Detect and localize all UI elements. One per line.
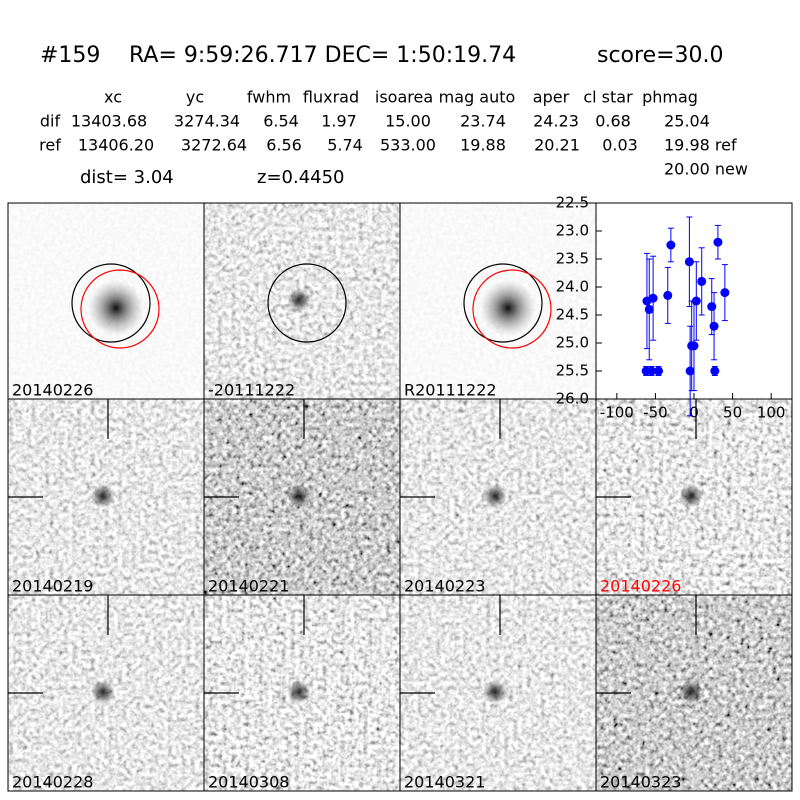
table-cell: 5.74 [327, 136, 363, 155]
coordinates: RA= 9:59:26.717 DEC= 1:50:19.74 [129, 43, 516, 68]
data-point [720, 288, 730, 298]
table-cell: 24.23 [533, 112, 579, 131]
y-tick-label: 25.5 [556, 362, 589, 380]
panel-label: 20140308 [208, 773, 289, 792]
panel-label: 20140226 [600, 577, 681, 596]
source [483, 680, 507, 704]
y-tick-label: 25.0 [556, 334, 589, 352]
source [91, 680, 115, 704]
column-header: yc [186, 88, 204, 107]
source [287, 484, 311, 508]
column-header: fluxrad [303, 88, 359, 107]
data-point [644, 304, 654, 314]
data-point [648, 293, 658, 303]
table-cell: 25.04 [664, 112, 710, 131]
row-label: ref [39, 136, 61, 155]
data-point [691, 296, 701, 306]
y-tick-label: 23.5 [556, 250, 589, 268]
panel-label: 20140323 [600, 773, 681, 792]
data-point [647, 366, 657, 376]
table-cell: 0.68 [595, 112, 631, 131]
panel-label: 20140221 [208, 577, 289, 596]
x-tick-label: 0 [689, 404, 699, 422]
table-cell: 1.97 [321, 112, 357, 131]
y-tick-label: 26.0 [556, 390, 589, 408]
aperture [463, 263, 543, 343]
column-header: fwhm [247, 88, 291, 107]
table-cell: 0.03 [602, 136, 638, 155]
data-point [685, 366, 695, 376]
redshift: z=0.4450 [257, 167, 345, 188]
data-point [697, 276, 707, 286]
x-tick-label: 50 [723, 404, 742, 422]
panel-label: 20140226 [12, 381, 93, 400]
table-cell: 19.98 ref [664, 136, 737, 155]
panel-label: 20140219 [12, 577, 93, 596]
panel-label: 20140321 [404, 773, 485, 792]
source [679, 680, 703, 704]
aperture-ref [472, 269, 552, 349]
x-tick-label: -50 [643, 404, 668, 422]
table-cell: 6.56 [266, 136, 302, 155]
x-tick-label: -100 [600, 404, 634, 422]
table-cell: 533.00 [380, 136, 436, 155]
x-tick-label: 100 [757, 404, 786, 422]
column-header: mag auto [439, 88, 516, 107]
aperture-ref [80, 269, 160, 349]
data-point [663, 290, 673, 300]
y-tick-label: 23.0 [556, 222, 589, 240]
row-label: dif [40, 112, 61, 131]
data-point [709, 321, 719, 331]
score: score=30.0 [597, 43, 724, 68]
data-point [684, 257, 694, 267]
y-tick-label: 24.0 [556, 278, 589, 296]
table-cell: 15.00 [385, 112, 431, 131]
column-header: xc [104, 88, 122, 107]
aperture [71, 263, 151, 343]
data-point [710, 366, 720, 376]
table-cell: 6.54 [263, 112, 299, 131]
aperture [267, 263, 347, 343]
data-point [713, 237, 723, 247]
column-header: cl star [583, 88, 633, 107]
panel-label: -20111222 [208, 381, 295, 400]
source [287, 680, 311, 704]
table-cell: 23.74 [460, 112, 506, 131]
new-mag: 20.00 new [664, 160, 748, 179]
column-header: isoarea [375, 88, 433, 107]
table-cell: 19.88 [460, 136, 506, 155]
panel-frame [595, 594, 793, 792]
source [91, 484, 115, 508]
panel-label: 20140223 [404, 577, 485, 596]
table-cell: 13406.20 [78, 136, 154, 155]
source [679, 484, 703, 508]
distance: dist= 3.04 [80, 167, 174, 188]
data-point [654, 366, 664, 376]
table-cell: 3272.64 [181, 136, 247, 155]
panel-label: 20140228 [12, 773, 93, 792]
y-tick-label: 24.5 [556, 306, 589, 324]
data-point [689, 341, 699, 351]
column-header: phmag [642, 88, 698, 107]
panel-label: R20111222 [404, 381, 497, 400]
column-header: aper [533, 88, 570, 107]
y-tick-label: 22.5 [556, 194, 589, 212]
data-point [707, 302, 717, 312]
data-point [666, 240, 676, 250]
source [287, 288, 311, 312]
table-cell: 3274.34 [174, 112, 240, 131]
source [88, 280, 144, 336]
table-cell: 13403.68 [71, 112, 147, 131]
source [480, 280, 536, 336]
candidate-id: #159 [40, 43, 100, 68]
table-cell: 20.21 [534, 136, 580, 155]
source [483, 484, 507, 508]
